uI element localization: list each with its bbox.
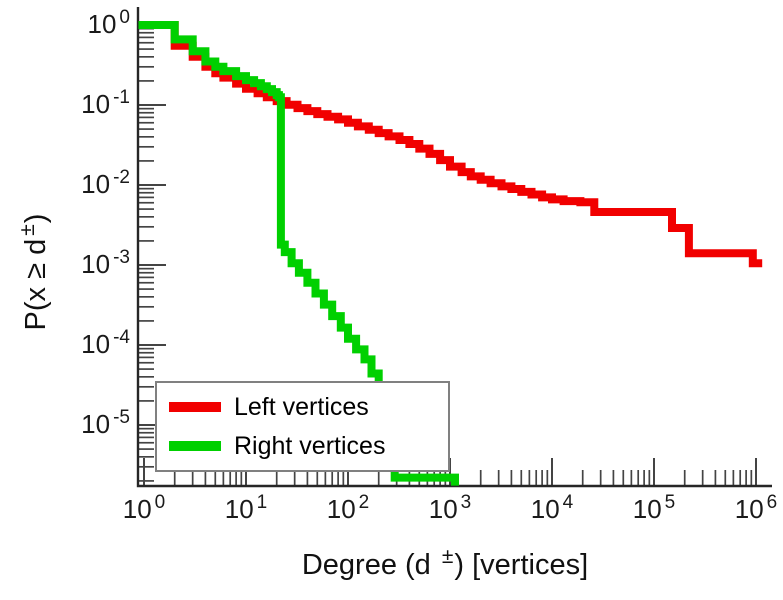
y-axis-label-superscript: ± [16,224,39,236]
x-tick-label: 10 3 [428,492,472,524]
legend-label-left-vertices: Left vertices [234,393,369,422]
x-tick-label: 10 4 [530,492,574,524]
x-axis-label-superscript: ± [441,545,454,568]
legend-entry-left-vertices: Left vertices [169,393,448,421]
y-tick-label: 10 -5 [81,407,130,439]
y-tick-label: 10 -2 [81,167,130,199]
x-axis-label: Degree (d ±) [vertices] [230,545,660,582]
y-tick-label: 10 -3 [81,247,130,279]
left-vertices-curve [138,21,763,268]
x-tick-label: 10 6 [734,492,778,524]
legend-swatch-left-vertices [169,402,221,413]
legend: Left vertices Right vertices [155,381,450,472]
y-axis-label: P(x ≥ d ±) [16,141,56,403]
x-tick-label: 10 1 [224,492,268,524]
y-tick-label: 10 0 [87,7,131,39]
y-axis-label-suffix: ) [20,213,52,224]
x-axis-label-suffix: ) [vertices] [454,549,589,581]
x-tick-label: 10 2 [326,492,370,524]
axes-lines [136,7,772,488]
x-tick-label: 10 5 [632,492,676,524]
x-axis-label-text: Degree (d [301,549,439,581]
y-tick-label: 10 -4 [81,327,130,359]
legend-entry-right-vertices: Right vertices [169,432,448,460]
y-axis-label-text: P(x ≥ d [20,238,52,331]
legend-swatch-right-vertices [169,440,221,451]
right-vertices-curve [138,21,459,486]
legend-label-right-vertices: Right vertices [234,431,386,460]
y-tick-label: 10 -1 [81,87,130,119]
x-tick-label: 10 0 [122,492,166,524]
